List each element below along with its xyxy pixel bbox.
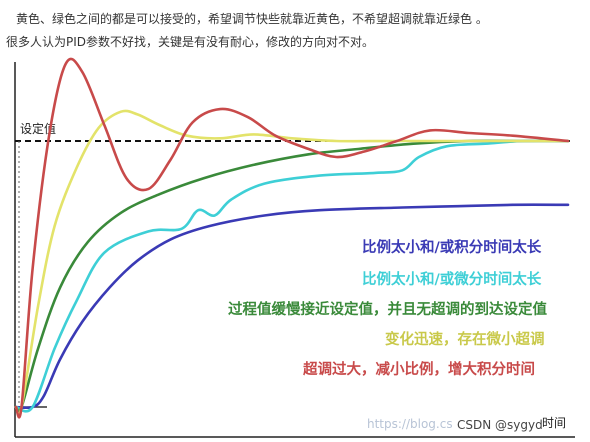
legend-item-cyan: 比例太小和/或微分时间太长 bbox=[362, 272, 542, 288]
series-line-red bbox=[14, 57, 570, 419]
series-layer bbox=[14, 57, 570, 419]
series-line-yellow bbox=[14, 109, 570, 416]
setpoint-label: 设定值 bbox=[20, 121, 56, 136]
csdn-credit: CSDN @sygyd bbox=[457, 418, 543, 432]
legend-item-green: 过程值缓慢接近设定值，并且无超调的到达设定值 bbox=[228, 302, 547, 318]
series-line-blue bbox=[14, 203, 570, 410]
series-line-cyan bbox=[14, 139, 570, 413]
x-axis-label: 时间 bbox=[542, 416, 566, 430]
legend-item-red: 超调过大，减小比例，增大积分时间 bbox=[303, 362, 535, 378]
intro-line-1: 黄色、绿色之间的都是可以接受的，希望调节快些就靠近黄色，不希望超调就靠近绿色 。 bbox=[16, 12, 488, 26]
legend-item-yellow: 变化迅速，存在微小超调 bbox=[385, 332, 545, 348]
watermark-url: https://blog.cs bbox=[367, 417, 453, 431]
legend-item-blue: 比例太小和/或积分时间太长 bbox=[362, 240, 542, 256]
intro-line-2: 很多人认为PID参数不好找，关键是有没有耐心，修改的方向对不对。 bbox=[6, 35, 375, 49]
